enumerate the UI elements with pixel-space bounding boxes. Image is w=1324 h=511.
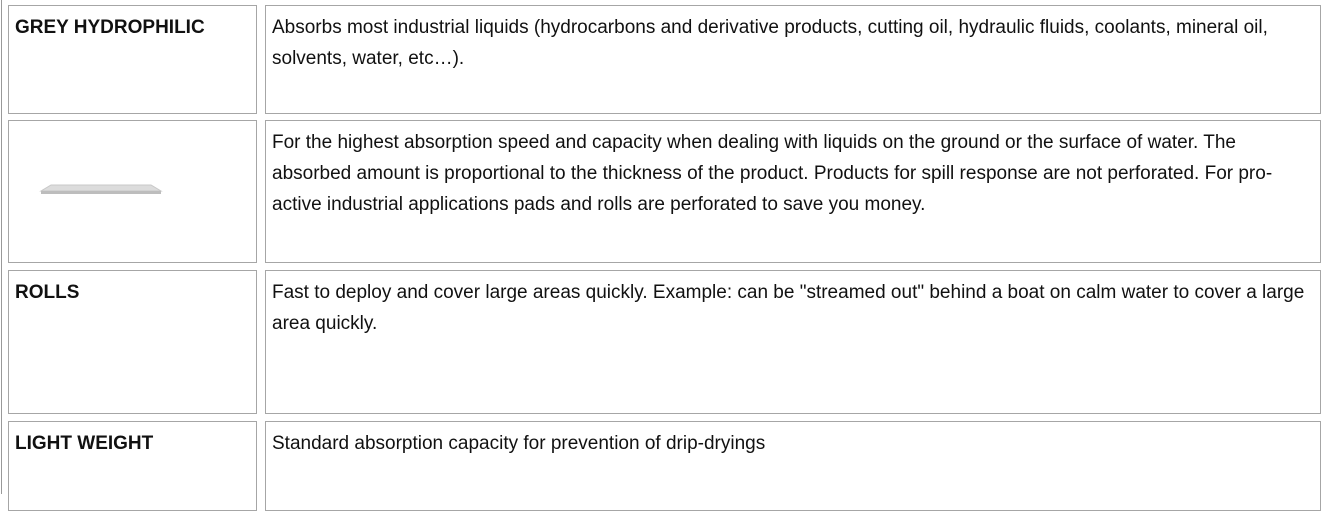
row-description: Fast to deploy and cover large areas qui… [265, 270, 1321, 414]
row-description: Absorbs most industrial liquids (hydroca… [265, 5, 1321, 114]
row-label: ROLLS [8, 270, 257, 414]
row-description: For the highest absorption speed and cap… [265, 120, 1321, 263]
image-cell [8, 120, 257, 263]
outer-border [1, 0, 2, 494]
page: {"table": {"rows": [ {"label": "GREY HYD… [0, 0, 1324, 494]
pad-image [39, 179, 163, 201]
row-description: Standard absorption capacity for prevent… [265, 421, 1321, 511]
row-label: LIGHT WEIGHT [8, 421, 257, 511]
row-label: GREY HYDROPHILIC [8, 5, 257, 114]
